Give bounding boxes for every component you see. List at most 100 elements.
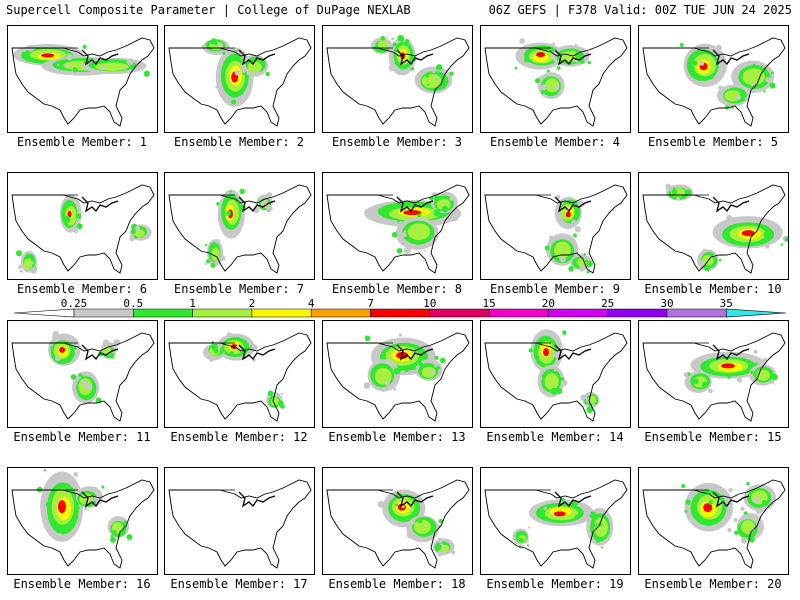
scp-map	[642, 479, 786, 569]
scp-speckle	[55, 356, 61, 362]
ensemble-member-label: Ensemble Member: 14	[486, 430, 624, 444]
scp-speckle	[279, 403, 285, 409]
scp-speckle	[410, 519, 416, 525]
scp-speckle	[571, 219, 577, 225]
scp-speckle	[761, 499, 768, 506]
scp-speckle	[571, 500, 578, 507]
scp-contour	[565, 211, 571, 218]
scp-speckle	[740, 537, 748, 544]
scp-speckle	[543, 506, 547, 510]
scp-speckle	[586, 511, 591, 516]
scp-speckle	[417, 213, 421, 218]
coastline	[168, 332, 312, 422]
map-panel	[7, 25, 158, 133]
map-panel	[638, 172, 789, 280]
scp-speckle	[204, 243, 208, 247]
scp-speckle	[752, 376, 756, 380]
scp-speckle	[239, 188, 246, 195]
scp-speckle	[524, 539, 529, 544]
ensemble-member-label: Ensemble Member: 20	[644, 577, 782, 591]
scp-speckle	[574, 43, 578, 47]
scp-speckle	[592, 404, 596, 408]
colorbar-tick-label: 15	[482, 297, 496, 310]
coastline	[484, 479, 628, 569]
scp-speckle	[754, 362, 758, 366]
scp-map	[11, 37, 155, 127]
map-panel	[322, 467, 473, 575]
scp-contour	[247, 61, 262, 73]
scp-speckle	[432, 69, 436, 74]
scp-speckle	[528, 526, 531, 529]
map-panel	[7, 467, 158, 575]
map-panel	[322, 25, 473, 133]
scp-speckle	[45, 501, 52, 508]
scp-speckle	[562, 330, 567, 335]
scp-speckle	[552, 351, 559, 358]
scp-speckle	[205, 262, 208, 266]
great-lakes	[712, 491, 750, 508]
scp-speckle	[579, 59, 585, 64]
ensemble-member-label: Ensemble Member: 17	[170, 577, 308, 591]
scp-speckle	[430, 369, 435, 375]
great-lakes	[554, 196, 592, 213]
scp-speckle	[435, 543, 442, 551]
scp-speckle	[380, 35, 386, 41]
scp-speckle	[235, 49, 238, 52]
scp-speckle	[56, 63, 60, 67]
great-lakes	[238, 491, 276, 508]
scp-speckle	[702, 248, 707, 254]
scp-map	[168, 332, 312, 422]
scp-speckle	[744, 96, 748, 99]
scp-contour	[742, 68, 765, 86]
scp-map	[168, 37, 312, 127]
scp-contour	[414, 519, 431, 534]
scp-speckle	[19, 269, 23, 273]
great-lakes	[396, 49, 434, 66]
scp-speckle	[593, 523, 598, 528]
scp-speckle	[708, 500, 714, 505]
scp-speckle	[761, 506, 768, 513]
scp-speckle	[201, 44, 207, 50]
map-panel	[164, 172, 315, 280]
scp-speckle	[62, 215, 67, 221]
scp-speckle	[437, 550, 443, 557]
great-lakes	[81, 344, 119, 361]
great-lakes	[81, 196, 119, 213]
scp-speckle	[274, 395, 277, 399]
scp-speckle	[211, 344, 218, 351]
colorbar-tick-label: 4	[307, 297, 315, 310]
scp-speckle	[90, 498, 94, 502]
scp-speckle	[393, 367, 401, 375]
scp-speckle	[580, 394, 587, 401]
scp-map	[326, 332, 470, 422]
scp-map	[484, 184, 628, 274]
colorbar-tick-label: 35	[719, 297, 733, 310]
ensemble-member-label: Ensemble Member: 1	[16, 135, 148, 149]
scp-speckle	[518, 537, 524, 543]
scp-speckle	[417, 361, 423, 367]
map-panel	[480, 320, 631, 428]
scp-speckle	[683, 372, 689, 377]
scp-speckle	[243, 189, 247, 193]
scp-speckle	[699, 261, 706, 267]
scp-speckle	[727, 375, 731, 379]
scp-speckle	[143, 70, 150, 77]
map-panel	[638, 320, 789, 428]
scp-speckle	[538, 75, 544, 81]
scp-speckle	[72, 67, 78, 73]
colorbar-segment	[310, 308, 371, 318]
scp-speckle	[540, 90, 545, 95]
scp-speckle	[740, 506, 745, 511]
scp-speckle	[110, 536, 117, 543]
scp-contour	[57, 500, 66, 514]
scp-contour	[23, 258, 33, 270]
coastline	[642, 184, 786, 274]
scp-speckle	[216, 202, 220, 206]
scp-map	[326, 34, 470, 127]
scp-speckle	[396, 248, 403, 254]
scp-speckle	[439, 357, 446, 364]
scp-speckle	[384, 381, 390, 386]
scp-speckle	[208, 356, 214, 362]
scp-speckle	[251, 344, 258, 351]
coastline	[642, 37, 786, 127]
